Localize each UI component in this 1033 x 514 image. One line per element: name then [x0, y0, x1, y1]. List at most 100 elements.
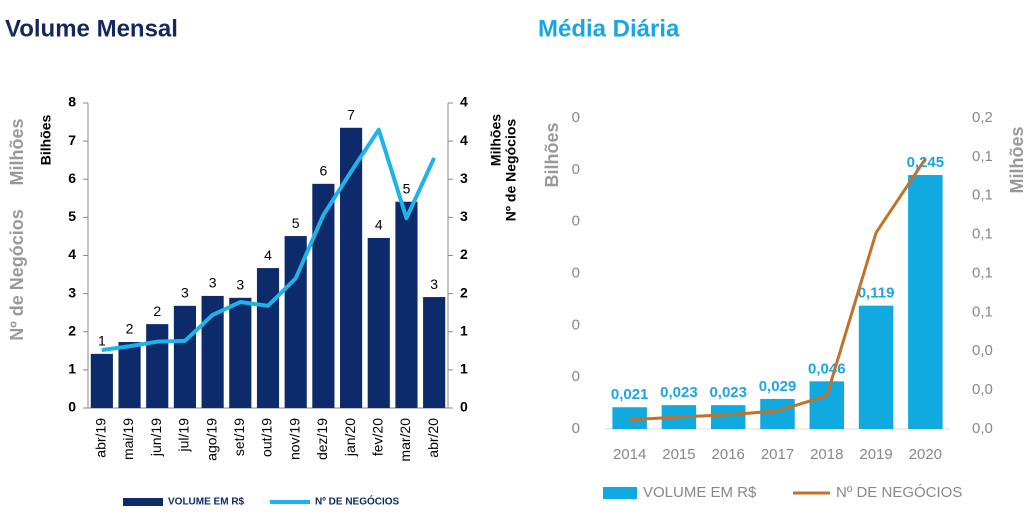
bar	[760, 398, 795, 429]
value-label: 0,023	[709, 384, 747, 401]
y-tick-label: 0	[572, 109, 580, 126]
bar	[612, 407, 647, 429]
x-tick-label: mai/19	[120, 418, 136, 460]
y2-axis-title: Nº de Negócios	[503, 119, 519, 222]
value-label: 6	[319, 163, 327, 179]
value-label: 3	[209, 275, 217, 291]
value-label: 4	[375, 217, 383, 233]
value-label: 5	[292, 215, 300, 231]
y2-tick-label: 0,0	[972, 420, 993, 437]
y-axis-title: Bilhões	[542, 122, 562, 187]
legend-label: Nº DE NEGÓCIOS	[836, 484, 962, 501]
bar	[284, 236, 307, 408]
y-tick-label: 3	[68, 284, 76, 300]
legend-swatch	[123, 498, 163, 506]
value-label: 5	[403, 180, 411, 196]
y-tick-label: 0	[572, 316, 580, 333]
y-tick-label: 0	[572, 264, 580, 281]
bar	[858, 305, 894, 429]
y2-tick-label: 0,1	[972, 264, 993, 281]
y-tick-label: 0	[572, 161, 580, 178]
bar	[312, 183, 335, 408]
bar	[367, 237, 390, 408]
x-tick-label: jan/20	[342, 418, 358, 457]
y2-tick-label: 0,1	[972, 226, 993, 243]
bar	[340, 127, 363, 408]
bar	[118, 342, 141, 408]
y2-tick-label: 0,0	[972, 381, 993, 398]
x-tick-label: 2018	[810, 446, 843, 463]
bar	[908, 175, 943, 429]
chart-title: Média Diária	[538, 15, 680, 42]
clipped-label: Milhões	[7, 118, 27, 185]
bar	[146, 324, 169, 408]
x-tick-label: 2017	[761, 446, 794, 463]
y-tick-label: 1	[68, 361, 76, 377]
x-tick-label: out/19	[259, 418, 275, 457]
value-label: 4	[264, 247, 272, 263]
x-tick-label: abr/20	[425, 418, 441, 458]
y2-tick-label: 4	[460, 94, 468, 110]
y-tick-label: 0	[68, 399, 76, 415]
bar	[173, 305, 196, 408]
y-tick-label: 4	[68, 246, 76, 262]
bar	[395, 201, 418, 408]
bar	[809, 381, 845, 429]
y2-tick-label: 0,1	[972, 148, 993, 165]
x-tick-label: abr/19	[93, 418, 109, 458]
y2-tick-label: 1	[460, 322, 468, 338]
y2-tick-label: 0,1	[972, 187, 993, 204]
bar	[229, 297, 252, 408]
y2-tick-label: 0,0	[972, 342, 993, 359]
y2-axis-title: Milhões	[1007, 126, 1027, 193]
x-tick-label: set/19	[231, 418, 247, 456]
y-tick-label: 7	[68, 132, 76, 148]
y2-axis-title: Milhões	[488, 114, 504, 166]
x-tick-label: mar/20	[397, 418, 413, 462]
y2-tick-label: 0,1	[972, 303, 993, 320]
legend-swatch	[603, 487, 637, 499]
x-tick-label: 2015	[662, 446, 695, 463]
legend-label: VOLUME EM R$	[643, 484, 757, 501]
y2-tick-label: 3	[460, 208, 468, 224]
bar	[423, 297, 446, 408]
x-tick-label: fev/20	[369, 418, 385, 456]
x-tick-label: dez/19	[314, 418, 330, 460]
bar	[256, 268, 280, 408]
value-label: 0,245	[907, 154, 945, 171]
value-label: 2	[153, 303, 161, 319]
value-label: 0,021	[611, 386, 649, 403]
y-axis-title: Bilhões	[38, 115, 54, 166]
y2-tick-label: 1	[460, 361, 468, 377]
x-tick-label: 2019	[859, 446, 892, 463]
y2-tick-label: 2	[460, 284, 468, 300]
y-tick-label: 0	[572, 213, 580, 230]
y-tick-label: 0	[572, 420, 580, 437]
x-tick-label: jun/19	[148, 418, 164, 457]
y-tick-label: 0	[572, 368, 580, 385]
value-label: 0,119	[858, 285, 895, 302]
y2-tick-label: 0	[460, 399, 468, 415]
y2-tick-label: 2	[460, 246, 468, 262]
y-tick-label: 6	[68, 170, 76, 186]
y-tick-label: 8	[68, 94, 76, 110]
clipped-label: Nº de Negócios	[7, 209, 27, 341]
bar	[201, 295, 224, 408]
x-tick-label: jul/19	[176, 418, 192, 453]
value-label: 0,023	[660, 384, 698, 401]
legend-label: VOLUME EM R$	[168, 497, 245, 508]
x-tick-label: 2020	[909, 446, 942, 463]
x-tick-label: 2014	[613, 446, 646, 463]
y2-tick-label: 3	[460, 170, 468, 186]
value-label: 3	[236, 277, 244, 293]
line	[629, 157, 927, 422]
chart-title: Volume Mensal	[5, 15, 178, 42]
x-tick-label: 2016	[712, 446, 745, 463]
legend-label: Nº DE NEGÓCIOS	[315, 495, 400, 508]
x-tick-label: ago/19	[203, 418, 219, 461]
value-label: 0,046	[808, 360, 846, 377]
y2-tick-label: 0,2	[972, 109, 993, 126]
x-tick-label: nov/19	[286, 418, 302, 460]
value-label: 2	[126, 321, 134, 337]
